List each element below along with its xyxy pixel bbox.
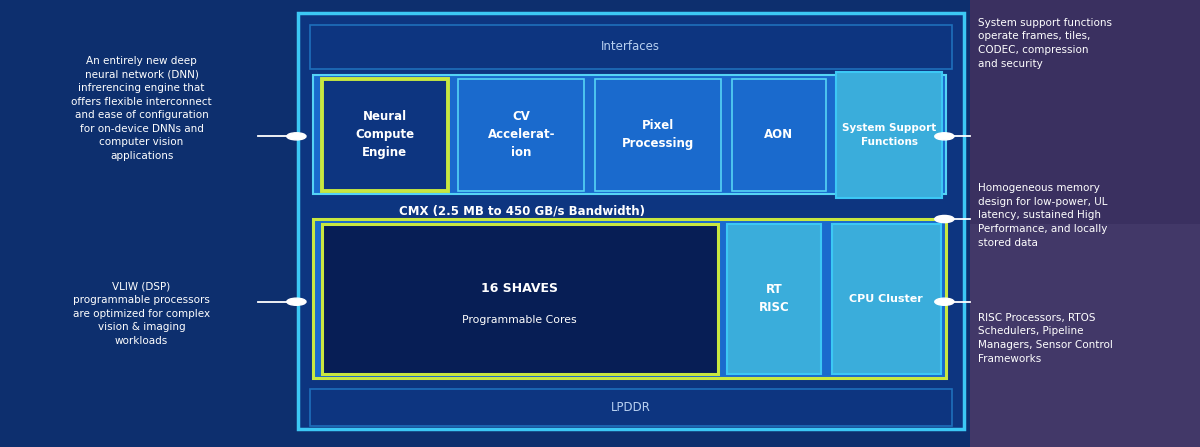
FancyBboxPatch shape <box>732 79 826 191</box>
Text: CV
Accelerat-
ion: CV Accelerat- ion <box>487 110 556 160</box>
Text: Pixel
Processing: Pixel Processing <box>622 119 695 151</box>
FancyBboxPatch shape <box>310 389 952 426</box>
FancyBboxPatch shape <box>313 219 946 378</box>
Text: Programmable Cores: Programmable Cores <box>462 315 577 325</box>
Circle shape <box>935 298 954 305</box>
FancyBboxPatch shape <box>727 224 821 374</box>
FancyBboxPatch shape <box>970 224 1200 447</box>
FancyBboxPatch shape <box>970 0 1200 447</box>
Text: CMX (2.5 MB to 450 GB/s Bandwidth): CMX (2.5 MB to 450 GB/s Bandwidth) <box>398 204 646 218</box>
Text: LPDDR: LPDDR <box>611 401 650 414</box>
Text: RISC Processors, RTOS
Schedulers, Pipeline
Managers, Sensor Control
Frameworks: RISC Processors, RTOS Schedulers, Pipeli… <box>978 313 1112 364</box>
Text: Interfaces: Interfaces <box>601 40 660 54</box>
FancyBboxPatch shape <box>832 224 941 374</box>
Text: An entirely new deep
neural network (DNN)
infrerencing engine that
offers flexib: An entirely new deep neural network (DNN… <box>71 56 212 161</box>
Text: RT
RISC: RT RISC <box>758 283 790 314</box>
Circle shape <box>287 133 306 140</box>
Text: VLIW (DSP)
programmable processors
are optimized for complex
vision & imaging
wo: VLIW (DSP) programmable processors are o… <box>73 282 210 346</box>
FancyBboxPatch shape <box>595 79 721 191</box>
Text: Neural
Compute
Engine: Neural Compute Engine <box>355 110 414 160</box>
Text: 16 SHAVES: 16 SHAVES <box>481 282 558 295</box>
Text: CPU Cluster: CPU Cluster <box>850 294 923 304</box>
Text: System Support
Functions: System Support Functions <box>842 122 936 147</box>
FancyBboxPatch shape <box>298 13 964 429</box>
Text: System support functions
operate frames, tiles,
CODEC, compression
and security: System support functions operate frames,… <box>978 18 1112 69</box>
Text: AON: AON <box>764 128 793 142</box>
FancyBboxPatch shape <box>310 25 952 69</box>
FancyBboxPatch shape <box>313 75 946 194</box>
FancyBboxPatch shape <box>836 72 942 198</box>
Circle shape <box>935 133 954 140</box>
FancyBboxPatch shape <box>322 79 448 191</box>
Circle shape <box>287 298 306 305</box>
FancyBboxPatch shape <box>322 224 718 374</box>
Circle shape <box>935 215 954 223</box>
FancyBboxPatch shape <box>458 79 584 191</box>
Text: Homogeneous memory
design for low-power, UL
latency, sustained High
Performance,: Homogeneous memory design for low-power,… <box>978 183 1108 248</box>
